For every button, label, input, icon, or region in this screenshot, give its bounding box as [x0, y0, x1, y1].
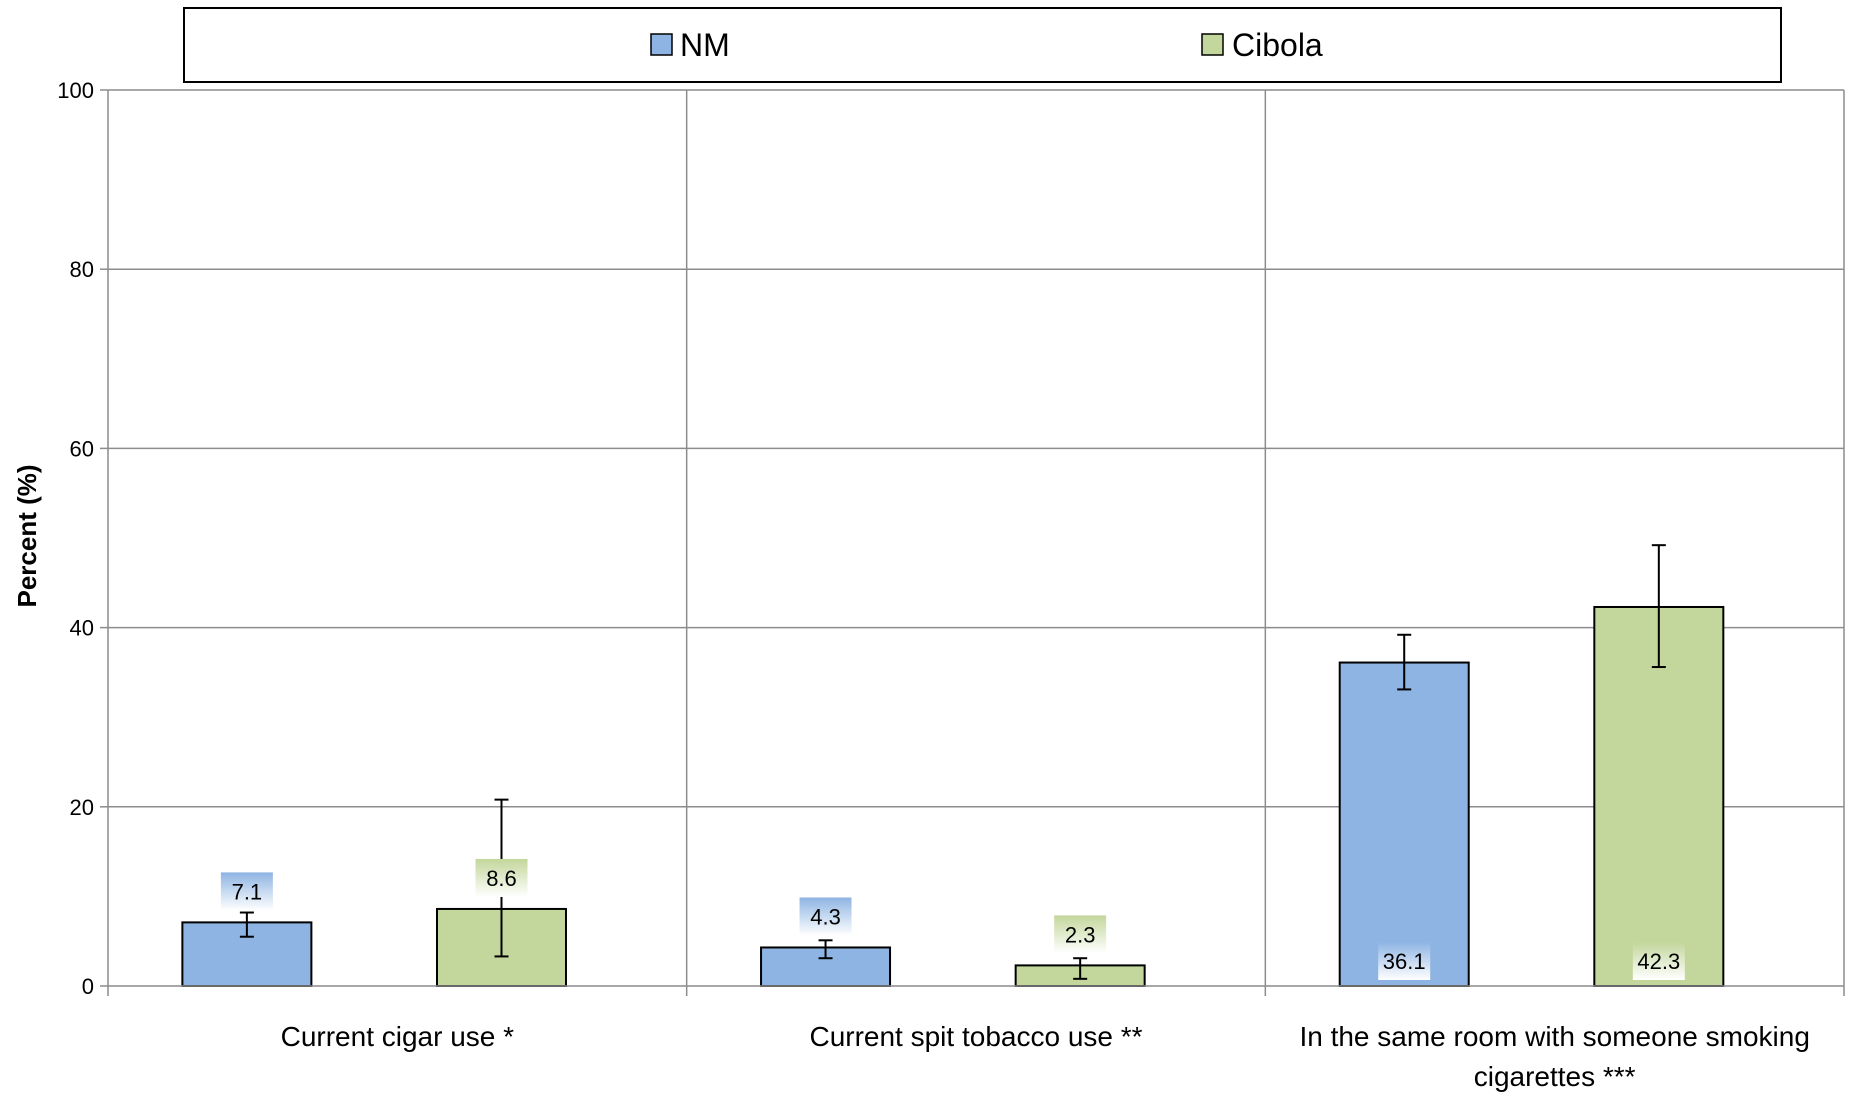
category-label-1-line-0: Current spit tobacco use **: [809, 1021, 1142, 1052]
axis-layer: 0 20 40 60 80 100: [57, 78, 1844, 999]
y-tick-label-2: 40: [70, 616, 94, 641]
data-label-bg-cibola-0: [475, 858, 528, 897]
data-label-cibola-0: 8.6: [486, 866, 517, 891]
data-label-cibola-1: 2.3: [1065, 922, 1096, 947]
data-label-bg-nm-2: [1378, 942, 1431, 980]
bar-cibola-2: [1593, 605, 1725, 987]
data-label-bg-nm-1: [799, 897, 852, 936]
labels-layer: 7.1 4.3 36.1 8.6 2.3 42.3 Current cigar use * C…: [220, 858, 1810, 1092]
bars-layer: [181, 544, 1725, 988]
y-tick-label-5: 100: [57, 78, 94, 103]
legend-swatch-cibola: [1201, 33, 1224, 56]
data-label-bg-nm-0: [220, 872, 273, 911]
data-label-bg-cibola-1: [1054, 915, 1107, 954]
data-label-cibola-2: 42.3: [1637, 949, 1680, 974]
y-tick-label-1: 20: [70, 795, 94, 820]
category-label-2-line-0: In the same room with someone smoking: [1299, 1021, 1809, 1052]
legend-swatch-nm: [650, 33, 673, 56]
legend-box: [183, 7, 1782, 83]
legend-label-cibola: Cibola: [1232, 27, 1323, 63]
y-tick-label-0: 0: [82, 974, 94, 999]
grid-layer: [108, 89, 1845, 996]
y-tick-label-4: 80: [70, 257, 94, 282]
bar-nm-2: [1338, 661, 1470, 987]
y-tick-label-3: 60: [70, 436, 94, 461]
data-label-nm-0: 7.1: [232, 879, 263, 904]
category-label-0-line-0: Current cigar use *: [281, 1021, 515, 1052]
data-label-bg-cibola-2: [1632, 942, 1685, 980]
data-label-nm-1: 4.3: [810, 904, 841, 929]
category-label-2-line-1: cigarettes ***: [1474, 1061, 1636, 1092]
y-axis-title: Percent (%): [12, 464, 42, 607]
legend-label-nm: NM: [680, 27, 730, 63]
data-label-nm-2: 36.1: [1383, 949, 1426, 974]
